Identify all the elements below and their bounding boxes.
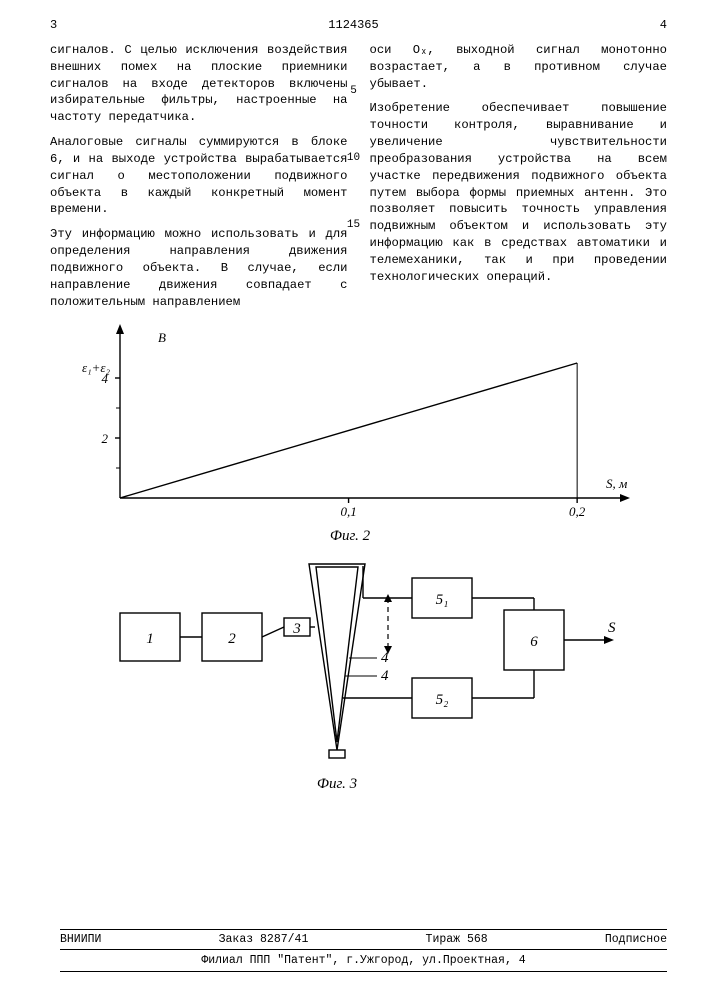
paragraph: Аналоговые сигналы суммируются в блоке 6… xyxy=(50,134,348,218)
diagram-fig3: 1 2 3 5₁ 5₂ 6 S 4 4 Фиг. 3 xyxy=(90,558,630,808)
svg-text:3: 3 xyxy=(292,621,301,637)
svg-text:В: В xyxy=(158,330,166,345)
paragraph: оси Oₓ, выходной сигнал монотонно возрас… xyxy=(370,42,668,92)
colnum-left: 3 xyxy=(50,18,57,32)
line-numbers: 5 10 15 xyxy=(347,44,360,231)
doc-number: 1124365 xyxy=(328,18,378,32)
line-number: 5 xyxy=(350,86,357,97)
colnum-right: 4 xyxy=(660,18,667,32)
right-column: оси Oₓ, выходной сигнал монотонно возрас… xyxy=(370,42,668,318)
svg-text:S: S xyxy=(608,620,616,636)
paragraph: сигналов. С целью исключения воздействия… xyxy=(50,42,348,126)
footer-line1: ВНИИПИ Заказ 8287/41 Тираж 568 Подписное xyxy=(60,929,667,950)
footer-org: ВНИИПИ xyxy=(60,933,101,946)
chart-fig2: 240,10,2ε₁+ε₂ВS, мФиг. 2 xyxy=(50,318,650,548)
svg-text:6: 6 xyxy=(530,634,538,650)
svg-text:2: 2 xyxy=(228,631,236,647)
footer-line2: Филиал ППП "Патент", г.Ужгород, ул.Проек… xyxy=(60,950,667,972)
svg-text:2: 2 xyxy=(102,431,109,446)
svg-text:5₂: 5₂ xyxy=(436,692,449,708)
svg-text:5₁: 5₁ xyxy=(436,592,449,608)
svg-text:1: 1 xyxy=(146,631,154,647)
svg-text:S, м: S, м xyxy=(606,476,627,491)
line-number: 10 xyxy=(347,153,360,164)
svg-text:4: 4 xyxy=(381,650,389,666)
figure-2: 240,10,2ε₁+ε₂ВS, мФиг. 2 xyxy=(50,318,667,548)
svg-text:Фиг. 3: Фиг. 3 xyxy=(317,776,357,792)
svg-text:0,2: 0,2 xyxy=(569,504,586,519)
paragraph: Эту информацию можно использовать и для … xyxy=(50,226,348,310)
paragraph: Изобретение обеспечивает повышение точно… xyxy=(370,100,668,285)
footer: ВНИИПИ Заказ 8287/41 Тираж 568 Подписное… xyxy=(60,929,667,972)
figure-3: 1 2 3 5₁ 5₂ 6 S 4 4 Фиг. 3 xyxy=(50,558,667,808)
left-column: сигналов. С целью исключения воздействия… xyxy=(50,42,348,318)
line-number: 15 xyxy=(347,220,360,231)
footer-sub: Подписное xyxy=(605,933,667,946)
footer-tirazh: Тираж 568 xyxy=(426,933,488,946)
svg-text:0,1: 0,1 xyxy=(340,504,356,519)
footer-order: Заказ 8287/41 xyxy=(219,933,309,946)
svg-text:4: 4 xyxy=(381,668,389,684)
svg-text:Фиг. 2: Фиг. 2 xyxy=(330,528,371,544)
svg-text:ε₁+ε₂: ε₁+ε₂ xyxy=(82,360,111,375)
